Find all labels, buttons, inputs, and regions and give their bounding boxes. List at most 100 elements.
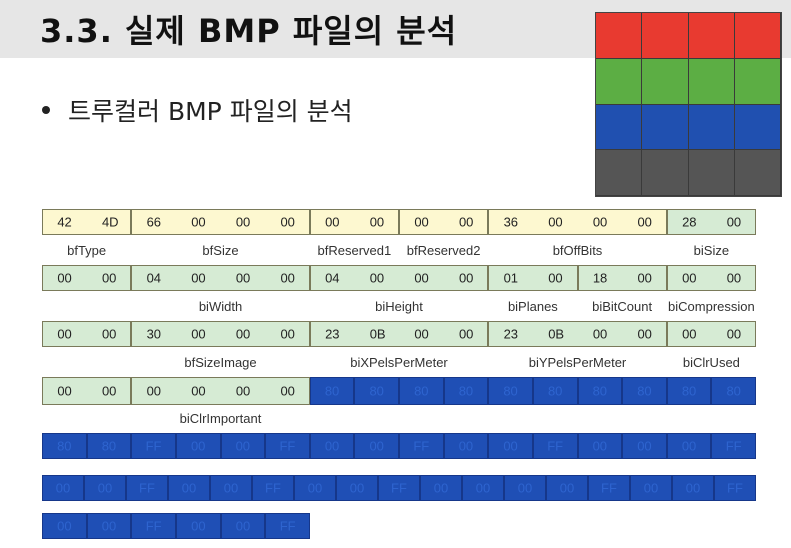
byte-value: FF [279,518,296,534]
field-biXPelsPerMeter: 23 0B 00 00 [309,321,489,347]
byte-value: 00 [685,480,701,496]
byte-value: 00 [101,270,117,286]
byte-value: 00 [726,326,742,342]
field-label: biBitCount [592,299,653,314]
field-biClrImportant: 00 00 00 00 [131,377,310,405]
byte-value: 00 [681,438,697,454]
byte-value: FF [265,480,281,496]
byte-value: 00 [592,214,608,230]
byte-value: 00 [458,438,474,454]
field-bfOffBits: 36 00 00 00 [488,209,667,235]
field-label: biSize [693,243,730,258]
field-bfReserved2: 00 00 [399,209,489,235]
byte-field: 80 [443,377,489,405]
byte-field: FF [252,475,294,501]
byte-value: 00 [369,438,384,454]
color-swatch-grid [595,12,782,197]
field-label: biPlanes [507,299,558,314]
field-label: biHeight [375,299,423,314]
byte-field: 80 [666,377,712,405]
swatch-cell [688,13,735,59]
byte-field: 80 [577,377,623,405]
byte-field: FF [714,475,756,501]
field-biYPelsPerMeter: 23 0B 00 00 [488,321,667,347]
byte-value: 00 [101,326,117,342]
byte-value: 80 [369,383,384,399]
byte-value: 00 [97,480,113,496]
byte-field: 00 [577,433,623,459]
byte-value: 00 [349,480,365,496]
byte-value: 00 [325,214,340,230]
byte-field: 00 [168,475,210,501]
byte-field: 80 [488,377,533,405]
swatch-cell [688,150,735,196]
byte-value: 00 [191,214,206,230]
byte-field: 00 [666,433,712,459]
byte-value: 00 [235,383,251,399]
field-biCompression: 00 00 [666,265,756,291]
byte-value: 00 [433,480,449,496]
byte-field: 80 [532,377,578,405]
byte-field: 00 [488,433,533,459]
byte-value: 00 [682,326,697,342]
byte-value: 00 [235,518,251,534]
byte-value: 80 [681,383,697,399]
byte-field: FF [265,433,310,459]
swatch-cell [642,58,689,105]
byte-value: 00 [191,518,206,534]
byte-value: 00 [637,214,652,230]
bullet-text: 트루컬러 BMP 파일의 분석 [68,97,353,126]
byte-value: 01 [503,270,519,286]
swatch-cell [734,13,781,59]
byte-value: 00 [548,270,563,286]
byte-value: 42 [57,214,72,230]
byte-field: FF [588,475,630,501]
byte-field: 80 [711,377,756,405]
byte-field: 80 [42,433,87,459]
byte-value: 00 [57,326,72,342]
byte-field: 00 [176,513,221,539]
byte-field: 00 [336,475,378,501]
field-label: biClrUsed [682,355,740,370]
byte-value: 23 [503,326,519,342]
byte-value: 00 [235,270,251,286]
byte-field: 00 [462,475,504,501]
byte-value: 00 [280,326,295,342]
byte-field: 80 [309,377,355,405]
byte-field: 00 [420,475,462,501]
byte-value: 00 [637,326,652,342]
byte-value: 00 [280,383,295,399]
swatch-cell [688,104,735,151]
field-bfType: 42 4D [42,209,132,235]
byte-value: 00 [637,438,652,454]
byte-field: 00 [309,433,355,459]
field-biPlanes: 01 00 [488,265,578,291]
swatch-cell [642,13,689,59]
field-label: bfReserved2 [406,243,481,258]
byte-field: 80 [86,433,132,459]
byte-field: 00 [86,513,132,539]
byte-value: 00 [517,480,533,496]
byte-value: FF [145,518,162,534]
byte-field: 00 00 [42,265,132,291]
byte-value: FF [727,480,743,496]
byte-field: 00 [622,433,667,459]
byte-value: FF [725,438,742,454]
swatch-cell [642,150,689,196]
byte-field: 00 [42,513,87,539]
byte-field: 00 [175,433,221,459]
byte-value: 00 [592,326,608,342]
byte-value: 30 [146,326,162,342]
field-label: bfSizeImage [184,355,257,370]
byte-value: 00 [726,214,742,230]
byte-value: 00 [458,270,474,286]
swatch-cell [688,58,735,105]
swatch-cell [734,104,781,151]
byte-field: 80 [354,377,399,405]
field-label: biCompression [668,299,755,314]
byte-value: FF [601,480,617,496]
byte-value: 28 [682,214,697,230]
byte-value: 00 [223,480,239,496]
byte-value: 00 [307,480,323,496]
slide-title: 3.3. 실제 BMP 파일의 분석 [40,12,458,50]
